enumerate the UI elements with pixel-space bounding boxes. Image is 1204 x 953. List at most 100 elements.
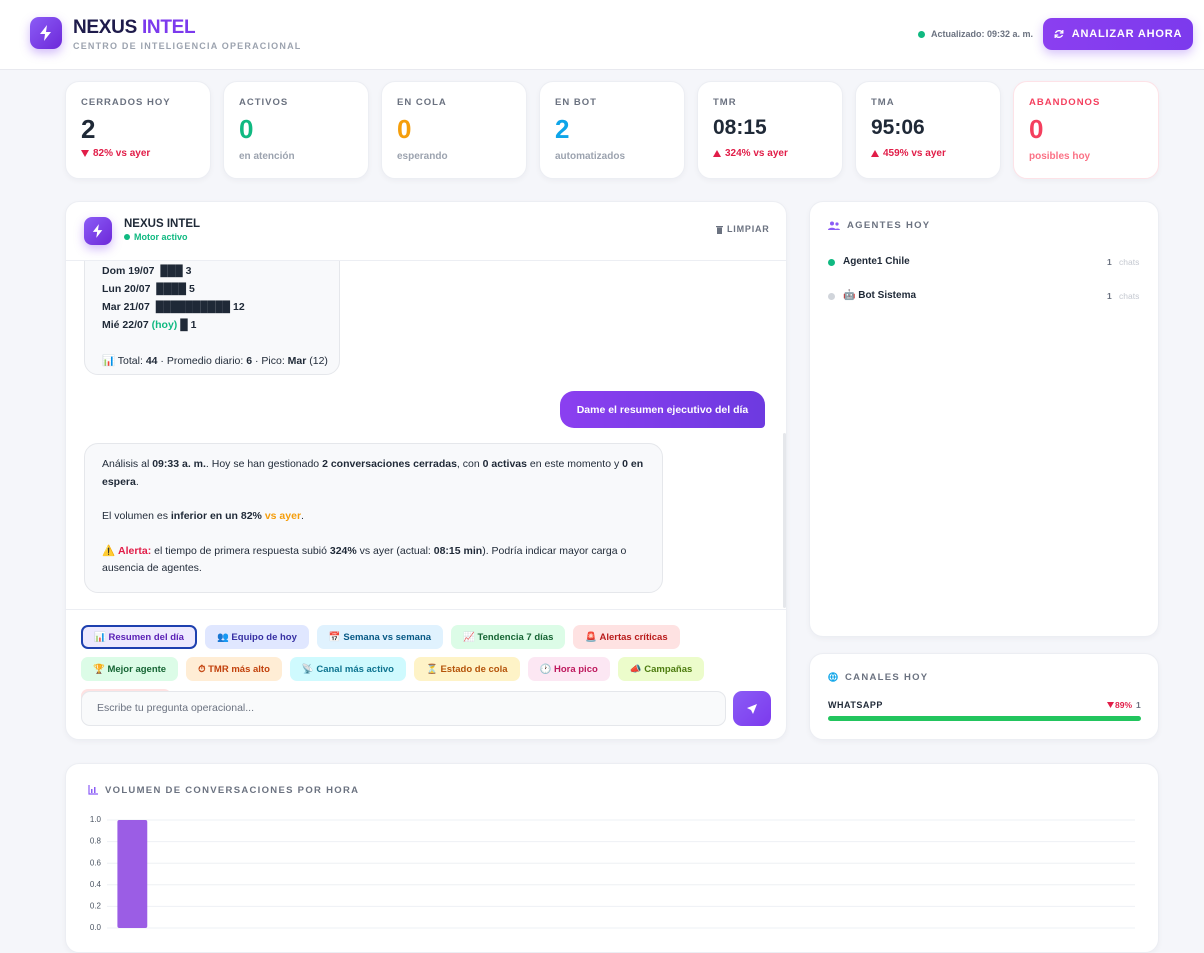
- text: Alerta:: [118, 544, 152, 557]
- kpi-value: 95:06: [871, 116, 925, 139]
- quick-action[interactable]: 👥 Equipo de hoy: [204, 625, 309, 649]
- bar: [117, 820, 148, 928]
- text: 1: [190, 319, 197, 331]
- agent-dot: [828, 259, 835, 266]
- paragraph: ⚠️ Alerta: el tiempo de primera respuest…: [102, 543, 645, 578]
- chart-icon: [88, 785, 98, 795]
- channel-bar: [828, 716, 1141, 721]
- channel-name: WHATSAPP: [828, 700, 883, 710]
- text: .: [135, 475, 139, 488]
- button-label: ANALIZAR AHORA: [1071, 28, 1183, 40]
- text: 5: [188, 283, 195, 295]
- chart-panel: VOLUMEN DE CONVERSACIONES POR HORA: [65, 763, 1159, 953]
- refresh-icon: [1054, 30, 1064, 38]
- brand-1: NEXUS: [73, 17, 137, 38]
- trend-arrow: [81, 150, 89, 157]
- kpi-value: 0: [239, 114, 254, 144]
- text: 📊 Total:: [102, 355, 146, 367]
- agent-name: Agente1 Chile: [843, 256, 910, 267]
- channels-title: CANALES HOY: [845, 672, 929, 683]
- messages: Dom 19/07 ███ 3 Lun 20/07 ████ 5 Mar 21/…: [66, 261, 786, 609]
- kpi-label: TMR: [713, 97, 737, 108]
- chat-input[interactable]: Escribe tu pregunta operacional...: [81, 691, 726, 726]
- kpi-note: esperando: [397, 151, 448, 162]
- send-button[interactable]: [733, 691, 771, 726]
- trend-arrow: [871, 150, 879, 157]
- y-tick-label: 0.4: [90, 880, 102, 889]
- text: Lun 20/07: [102, 283, 151, 295]
- text: Mar 21/07: [102, 301, 150, 313]
- analyze-button[interactable]: ANALIZAR AHORA: [1043, 18, 1193, 50]
- agent-dot: [828, 293, 835, 300]
- kpi-card: TMA 95:06 459% vs ayer: [855, 81, 1001, 179]
- text: 12: [233, 301, 245, 313]
- text: en este momento y: [526, 458, 623, 470]
- text: ███: [160, 265, 183, 277]
- change-text: 89%: [1115, 700, 1133, 710]
- status-dot: [918, 31, 925, 38]
- kpi-value: 2: [81, 114, 96, 144]
- kpi-card: CERRADOS HOY 2 82% vs ayer: [65, 81, 211, 179]
- kpi-label: CERRADOS HOY: [81, 97, 171, 108]
- text: Dom 19/07: [102, 265, 155, 277]
- text: 6: [246, 355, 253, 367]
- text: ). Podría indicar mayor carga o ausencia…: [102, 544, 627, 575]
- kpi-note-text: 82% vs ayer: [93, 148, 151, 159]
- quick-action[interactable]: 🕐 Hora pico: [527, 657, 610, 681]
- status-dot: [124, 234, 130, 240]
- channels-panel: CANALES HOY WHATSAPP 89% 1: [809, 653, 1159, 740]
- quick-action[interactable]: 📣 Campañas: [617, 657, 705, 681]
- subtitle: CENTRO DE INTELIGENCIA OPERACIONAL: [73, 41, 302, 51]
- kpi-note: en atención: [239, 151, 295, 162]
- channel-count: 1: [1136, 700, 1141, 710]
- text: 08:15 min: [433, 544, 483, 557]
- agents-title: AGENTES HOY: [847, 220, 931, 231]
- text: ████: [156, 283, 187, 295]
- text: El volumen es: [102, 510, 171, 522]
- kpi-note-text: posibles hoy: [1029, 151, 1091, 162]
- msg-line: Mar 21/07 ██████████ 12: [102, 298, 339, 316]
- text: 324%: [329, 544, 357, 557]
- chat-header: NEXUS INTEL Motor activo LIMPIAR: [66, 202, 786, 261]
- agents-icon: [828, 221, 840, 230]
- clear-label: LIMPIAR: [727, 224, 770, 234]
- quick-action[interactable]: 📡 Canal más activo: [289, 657, 406, 681]
- quick-action[interactable]: 🏆 Mejor agente: [81, 657, 179, 681]
- quick-action[interactable]: 📊 Resumen del día: [81, 625, 197, 649]
- divider: [66, 609, 786, 610]
- text: vs ayer: [264, 510, 302, 522]
- kpi-label: EN BOT: [555, 97, 597, 108]
- chart: 0.0 0.2 0.4 0.6 0.8 1.0: [90, 815, 1135, 931]
- text: 3: [185, 265, 192, 277]
- channel-change: 89%: [1107, 700, 1132, 710]
- quick-action[interactable]: ⏱ TMR más alto: [186, 657, 282, 681]
- updated: Actualizado: 09:32 a. m.: [931, 29, 1034, 39]
- kpi-card: EN BOT 2 automatizados: [539, 81, 685, 179]
- kpi-card: EN COLA 0 esperando: [381, 81, 527, 179]
- quick-action[interactable]: 📈 Tendencia 7 días: [451, 625, 566, 649]
- kpi-note: automatizados: [555, 151, 625, 162]
- msg-line: Mié 22/07 (hoy) █ 1: [102, 316, 339, 334]
- quick-action[interactable]: 📅 Semana vs semana: [316, 625, 444, 649]
- kpi-note-text: 459% vs ayer: [883, 148, 946, 159]
- text: vs ayer (actual:: [356, 544, 434, 557]
- text: (12): [306, 355, 328, 367]
- msg-line: Lun 20/07 ████ 5: [102, 280, 339, 298]
- header: NEXUS INTEL CENTRO DE INTELIGENCIA OPERA…: [0, 0, 1204, 70]
- kpi-card: TMR 08:15 324% vs ayer: [697, 81, 843, 179]
- text: 0 activas: [482, 458, 527, 470]
- kpi-value: 0: [1029, 114, 1044, 144]
- chat-title: NEXUS INTEL: [124, 218, 201, 230]
- text: el tiempo de primera respuesta subió: [151, 544, 330, 557]
- clear-button[interactable]: LIMPIAR: [716, 224, 770, 234]
- scrollbar: [783, 433, 786, 608]
- quick-action[interactable]: ⏳ Estado de cola: [413, 657, 520, 681]
- text: ⚠️: [102, 544, 118, 557]
- quick-action[interactable]: 🚨 Alertas críticas: [573, 625, 680, 649]
- kpi-card: ACTIVOS 0 en atención: [223, 81, 369, 179]
- kpi-note-text: automatizados: [555, 151, 626, 162]
- agents-panel: AGENTES HOY Agente1 Chile 1 chats 🤖 Bot Sis…: [809, 201, 1159, 637]
- brand: NEXUS INTEL: [73, 17, 196, 39]
- agent-count: 1: [1107, 291, 1112, 301]
